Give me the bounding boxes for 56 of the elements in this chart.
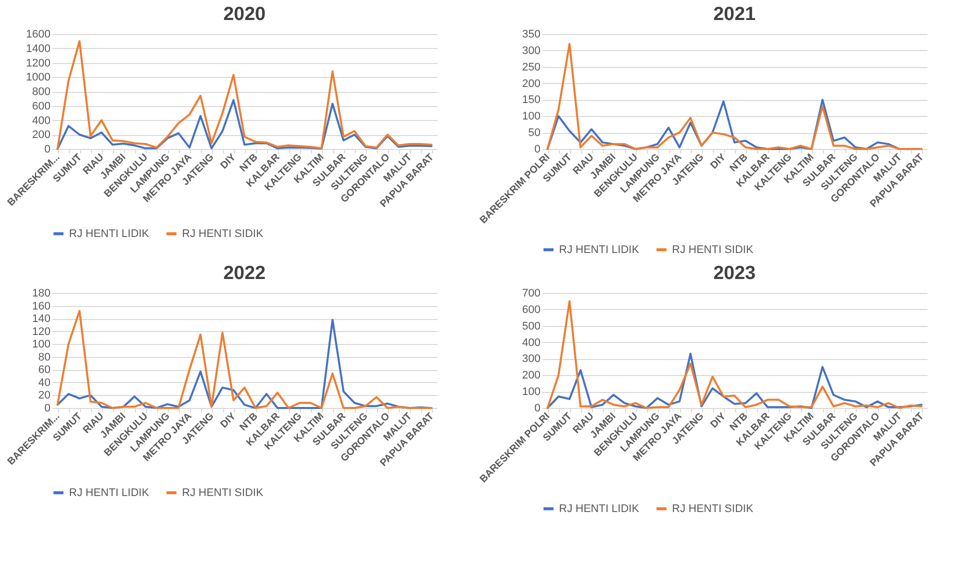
y-tick-label: 120 [32, 326, 50, 338]
y-tick-label: 100 [522, 386, 540, 398]
y-tick-label: 1000 [26, 72, 50, 84]
line-series [546, 352, 922, 409]
y-tick-label: 100 [522, 110, 540, 123]
y-tick-label: 800 [32, 86, 50, 98]
y-tick-label: 300 [522, 353, 540, 366]
y-tick-label: 150 [522, 94, 540, 106]
y-tick-label: 80 [38, 351, 50, 364]
y-tick-label: 0 [534, 144, 540, 156]
y-tick-label: 200 [32, 129, 50, 142]
chart-title: 2022 [223, 263, 266, 284]
y-tick-label: 400 [522, 336, 540, 349]
y-tick-label: 300 [522, 44, 540, 57]
y-tick-label: 160 [32, 300, 50, 312]
x-tick-label: DIY [218, 410, 238, 431]
y-tick-label: 50 [528, 127, 540, 140]
y-tick-label: 600 [522, 304, 540, 316]
chart-title: 2020 [223, 4, 266, 25]
legend-label: RJ HENTI SIDIK [672, 244, 754, 256]
y-tick-label: 200 [522, 370, 540, 382]
y-tick-label: 1400 [26, 42, 50, 55]
y-tick-label: 20 [38, 390, 50, 402]
y-tick-label: 0 [44, 402, 50, 414]
y-tick-label: 1600 [26, 28, 50, 40]
y-tick-label: 100 [32, 338, 50, 351]
y-tick-label: 180 [32, 288, 50, 300]
line-series [546, 300, 922, 409]
y-tick-label: 250 [522, 61, 540, 74]
legend-label: RJ HENTI SIDIK [182, 228, 264, 240]
y-tick-label: 700 [522, 288, 540, 300]
chart-title: 2021 [713, 4, 756, 25]
line-series [546, 42, 922, 150]
legend-label: RJ HENTI LIDIK [559, 244, 640, 256]
y-tick-label: 40 [38, 376, 50, 389]
y-tick-label: 500 [522, 320, 540, 332]
y-tick-label: 350 [522, 28, 540, 40]
legend-label: RJ HENTI LIDIK [69, 486, 150, 499]
x-tick-label: DIY [218, 152, 238, 172]
y-tick-label: 600 [32, 100, 50, 112]
y-tick-label: 400 [32, 114, 50, 127]
legend-label: RJ HENTI LIDIK [69, 228, 150, 240]
legend-label: RJ HENTI SIDIK [672, 502, 754, 515]
line-series [56, 99, 432, 150]
chart-title: 2023 [713, 263, 756, 284]
x-tick-label: DIY [708, 410, 728, 431]
legend-label: RJ HENTI LIDIK [559, 502, 640, 515]
y-tick-label: 1200 [26, 57, 50, 70]
y-tick-label: 140 [32, 313, 50, 326]
y-tick-label: 0 [534, 402, 540, 414]
line-series [56, 40, 432, 150]
x-tick-label: DIY [708, 152, 728, 172]
y-tick-label: 60 [38, 364, 50, 376]
y-tick-label: 200 [522, 78, 540, 90]
y-tick-label: 0 [44, 144, 50, 156]
legend-label: RJ HENTI SIDIK [182, 486, 264, 499]
